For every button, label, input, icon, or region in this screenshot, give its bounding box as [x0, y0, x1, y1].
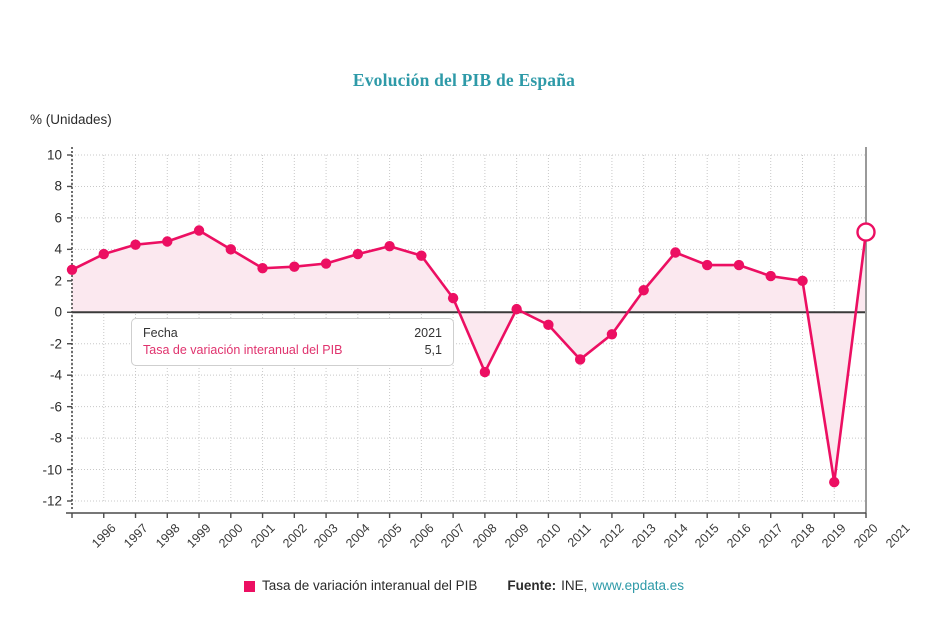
y-axis-unit-label: % (Unidades): [30, 112, 112, 127]
y-axis-tick-label: -10: [42, 462, 62, 478]
tooltip-series-value: 5,1: [424, 343, 442, 357]
legend-color-swatch: [244, 581, 256, 592]
series-area-fill: [72, 230, 866, 483]
y-axis-tick-label: -6: [49, 399, 62, 415]
tooltip: Fecha 2021 Tasa de variación interanual …: [131, 318, 454, 366]
tooltip-row-date: Fecha 2021: [143, 325, 442, 342]
axis-lines: [66, 147, 867, 518]
tooltip-row-series: Tasa de variación interanual del PIB 5,1: [143, 342, 442, 359]
legend-label: Tasa de variación interanual del PIB: [262, 578, 478, 593]
series-line: [70, 229, 868, 484]
source-link[interactable]: www.epdata.es: [592, 578, 684, 593]
y-axis-tick-label: 2: [54, 273, 62, 289]
y-axis-tick-label: 4: [54, 241, 62, 257]
y-axis-tick-label: 0: [54, 304, 62, 320]
y-axis-tick-label: -12: [42, 493, 62, 509]
y-axis-tick-label: 10: [46, 147, 62, 163]
y-axis-tick-label: -2: [49, 336, 62, 352]
tooltip-date-value: 2021: [414, 326, 442, 340]
series-points[interactable]: [66, 222, 876, 488]
tooltip-date-key: Fecha: [143, 326, 178, 340]
chart-footer: Tasa de variación interanual del PIB Fue…: [0, 578, 928, 593]
y-axis-tick-label: -8: [49, 430, 62, 446]
source-label: Fuente:: [507, 578, 557, 593]
y-axis-tick-label: -4: [49, 367, 62, 383]
source-value: INE,: [561, 578, 588, 593]
tooltip-series-key: Tasa de variación interanual del PIB: [143, 343, 343, 357]
chart-title: Evolución del PIB de España: [352, 70, 576, 90]
y-axis-tick-label: 8: [54, 178, 62, 194]
y-axis-tick-label: 6: [54, 210, 62, 226]
